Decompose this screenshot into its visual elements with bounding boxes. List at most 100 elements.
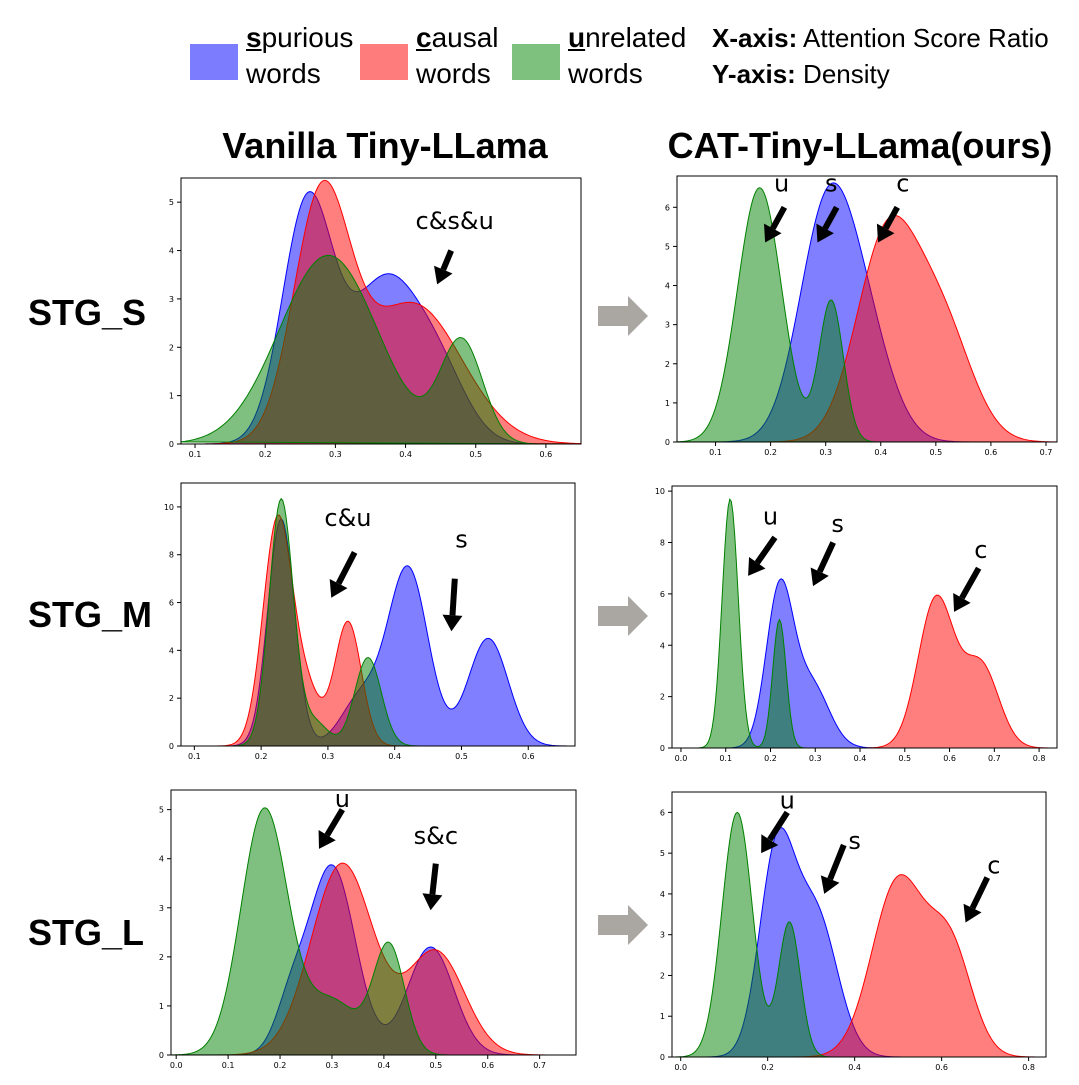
y-tick-label: 2 <box>159 953 164 962</box>
y-tick-label: 2 <box>660 971 665 980</box>
annotation-label: u <box>763 503 778 531</box>
annotation-arrow-head <box>434 265 453 285</box>
x-tick-label: 0.4 <box>388 752 401 761</box>
annotation-arrow-shaft <box>816 541 836 573</box>
annotation-arrow-head <box>963 903 982 923</box>
annotation-arrow-head <box>876 223 895 243</box>
y-tick-label: 3 <box>665 321 670 330</box>
annotation-arrow-head <box>442 614 463 632</box>
annotation-arrow-head <box>810 567 829 587</box>
x-tick-label: 0.2 <box>764 448 777 457</box>
column-title-vanilla: Vanilla Tiny-LLama <box>222 125 548 166</box>
y-tick-label: 1 <box>159 1002 164 1011</box>
row-label-stg-s: STG_S <box>28 292 147 333</box>
legend: spurious words causal words unrelated words… <box>190 18 1070 98</box>
annotation-arrow-shaft <box>440 249 454 271</box>
annotation-label: c <box>987 852 1000 880</box>
x-tick-label: 0.5 <box>898 754 911 763</box>
chart-stg-l-cat: 0.0 0.2 0.4 0.6 0.8 0 1 2 3 4 5 6 u s c <box>660 786 1047 1072</box>
x-tick-label: 0.7 <box>1040 448 1053 457</box>
x-tick-label: 0.6 <box>935 1063 948 1072</box>
y-tick-label: 4 <box>169 646 174 655</box>
x-tick-label: 0.6 <box>943 754 956 763</box>
y-axis-info: Y-axis: Density <box>712 59 890 89</box>
y-tick-label: 5 <box>169 198 174 207</box>
x-tick-label: 0.0 <box>675 754 688 763</box>
x-tick-label: 0.2 <box>764 754 777 763</box>
annotation-label: u <box>780 786 795 814</box>
annotation-label: c <box>974 536 987 564</box>
annotation-label: u <box>335 785 350 813</box>
annotation-arrow-shaft <box>822 205 840 230</box>
annotation-arrow-shaft <box>883 205 900 230</box>
annotation-arrow-shaft <box>827 843 847 881</box>
annotation-arrow-shaft <box>324 808 345 837</box>
column-title-cat: CAT-Tiny-LLama(ours) <box>667 125 1053 166</box>
annotation-label: s <box>825 170 838 198</box>
annotation-arrow-head <box>764 223 782 243</box>
annotation-arrow-head <box>422 893 443 911</box>
x-tick-label: 0.2 <box>274 1061 287 1070</box>
y-tick-label: 10 <box>164 503 174 512</box>
y-tick-label: 2 <box>169 343 174 352</box>
annotation-label: c&u <box>324 504 371 532</box>
x-tick-label: 0.3 <box>809 754 822 763</box>
x-tick-label: 0.6 <box>985 448 998 457</box>
x-tick-label: 0.4 <box>874 448 887 457</box>
x-tick-label: 0.3 <box>819 448 832 457</box>
annotation-arrow-shaft <box>429 863 439 895</box>
legend-unrelated-swatch <box>512 44 560 80</box>
x-tick-label: 0.7 <box>988 754 1001 763</box>
y-tick-label: 0 <box>660 744 665 753</box>
y-tick-label: 5 <box>660 849 665 858</box>
x-tick-label: 0.8 <box>1033 754 1046 763</box>
x-tick-label: 0.1 <box>222 1061 235 1070</box>
x-tick-label: 0.6 <box>481 1061 494 1070</box>
plot-frame <box>671 485 1058 749</box>
annotation-arrow-head <box>820 875 840 894</box>
chart-stg-s-vanilla: 0.1 0.2 0.3 0.4 0.5 0.6 0 1 2 3 4 5 c&s&u <box>169 177 582 459</box>
x-tick-label: 0.2 <box>761 1063 774 1072</box>
y-tick-label: 0 <box>169 440 174 449</box>
chart-stg-l-vanilla: 0.0 0.1 0.2 0.3 0.4 0.5 0.6 0.7 0 1 2 3 4 5 u s&c <box>159 785 577 1070</box>
y-tick-label: 1 <box>660 1012 665 1021</box>
y-tick-label: 2 <box>660 693 665 702</box>
annotation-label: u <box>774 170 789 198</box>
density-unrelated <box>180 254 582 445</box>
annotation-arrow-shaft <box>754 535 778 565</box>
x-tick-label: 0.4 <box>378 1061 391 1070</box>
annotation-arrow-head <box>318 830 336 849</box>
y-tick-label: 4 <box>665 282 670 291</box>
x-axis-info: X-axis: Attention Score Ratio <box>712 23 1049 53</box>
plot-frame <box>170 789 577 1056</box>
row-arrow-icon-1 <box>598 296 648 336</box>
y-tick-label: 8 <box>660 539 665 548</box>
x-tick-label: 0.8 <box>1022 1063 1035 1072</box>
y-tick-label: 3 <box>169 295 174 304</box>
legend-causal-label: causal words <box>416 22 499 89</box>
x-tick-label: 0.5 <box>455 752 468 761</box>
x-tick-label: 0.2 <box>255 752 268 761</box>
row-label-stg-l: STG_L <box>28 912 145 953</box>
y-tick-label: 6 <box>660 808 665 817</box>
annotation-arrow-shaft <box>335 550 358 585</box>
x-tick-label: 0.5 <box>469 450 482 459</box>
row-arrow-icon-3 <box>598 905 648 945</box>
plot-frame <box>180 177 582 445</box>
x-tick-label: 0.7 <box>533 1061 546 1070</box>
annotation-arrow-head <box>329 578 348 598</box>
y-tick-label: 6 <box>169 599 174 608</box>
x-tick-label: 0.2 <box>259 450 272 459</box>
y-tick-label: 4 <box>159 855 164 864</box>
y-tick-label: 8 <box>169 551 174 560</box>
annotation-arrow-shaft <box>770 205 788 230</box>
y-tick-label: 3 <box>660 931 665 940</box>
annotation-arrow-head <box>953 593 971 612</box>
x-tick-label: 0.1 <box>719 754 732 763</box>
chart-stg-s-cat: 0.1 0.2 0.3 0.4 0.5 0.6 0.7 0 1 2 3 4 5 6 u s c <box>665 170 1058 457</box>
x-tick-label: 0.4 <box>854 754 867 763</box>
y-tick-label: 10 <box>655 487 665 496</box>
legend-unrelated-label: unrelated words <box>568 22 687 89</box>
x-tick-label: 0.5 <box>929 448 942 457</box>
x-tick-label: 0.1 <box>188 752 201 761</box>
